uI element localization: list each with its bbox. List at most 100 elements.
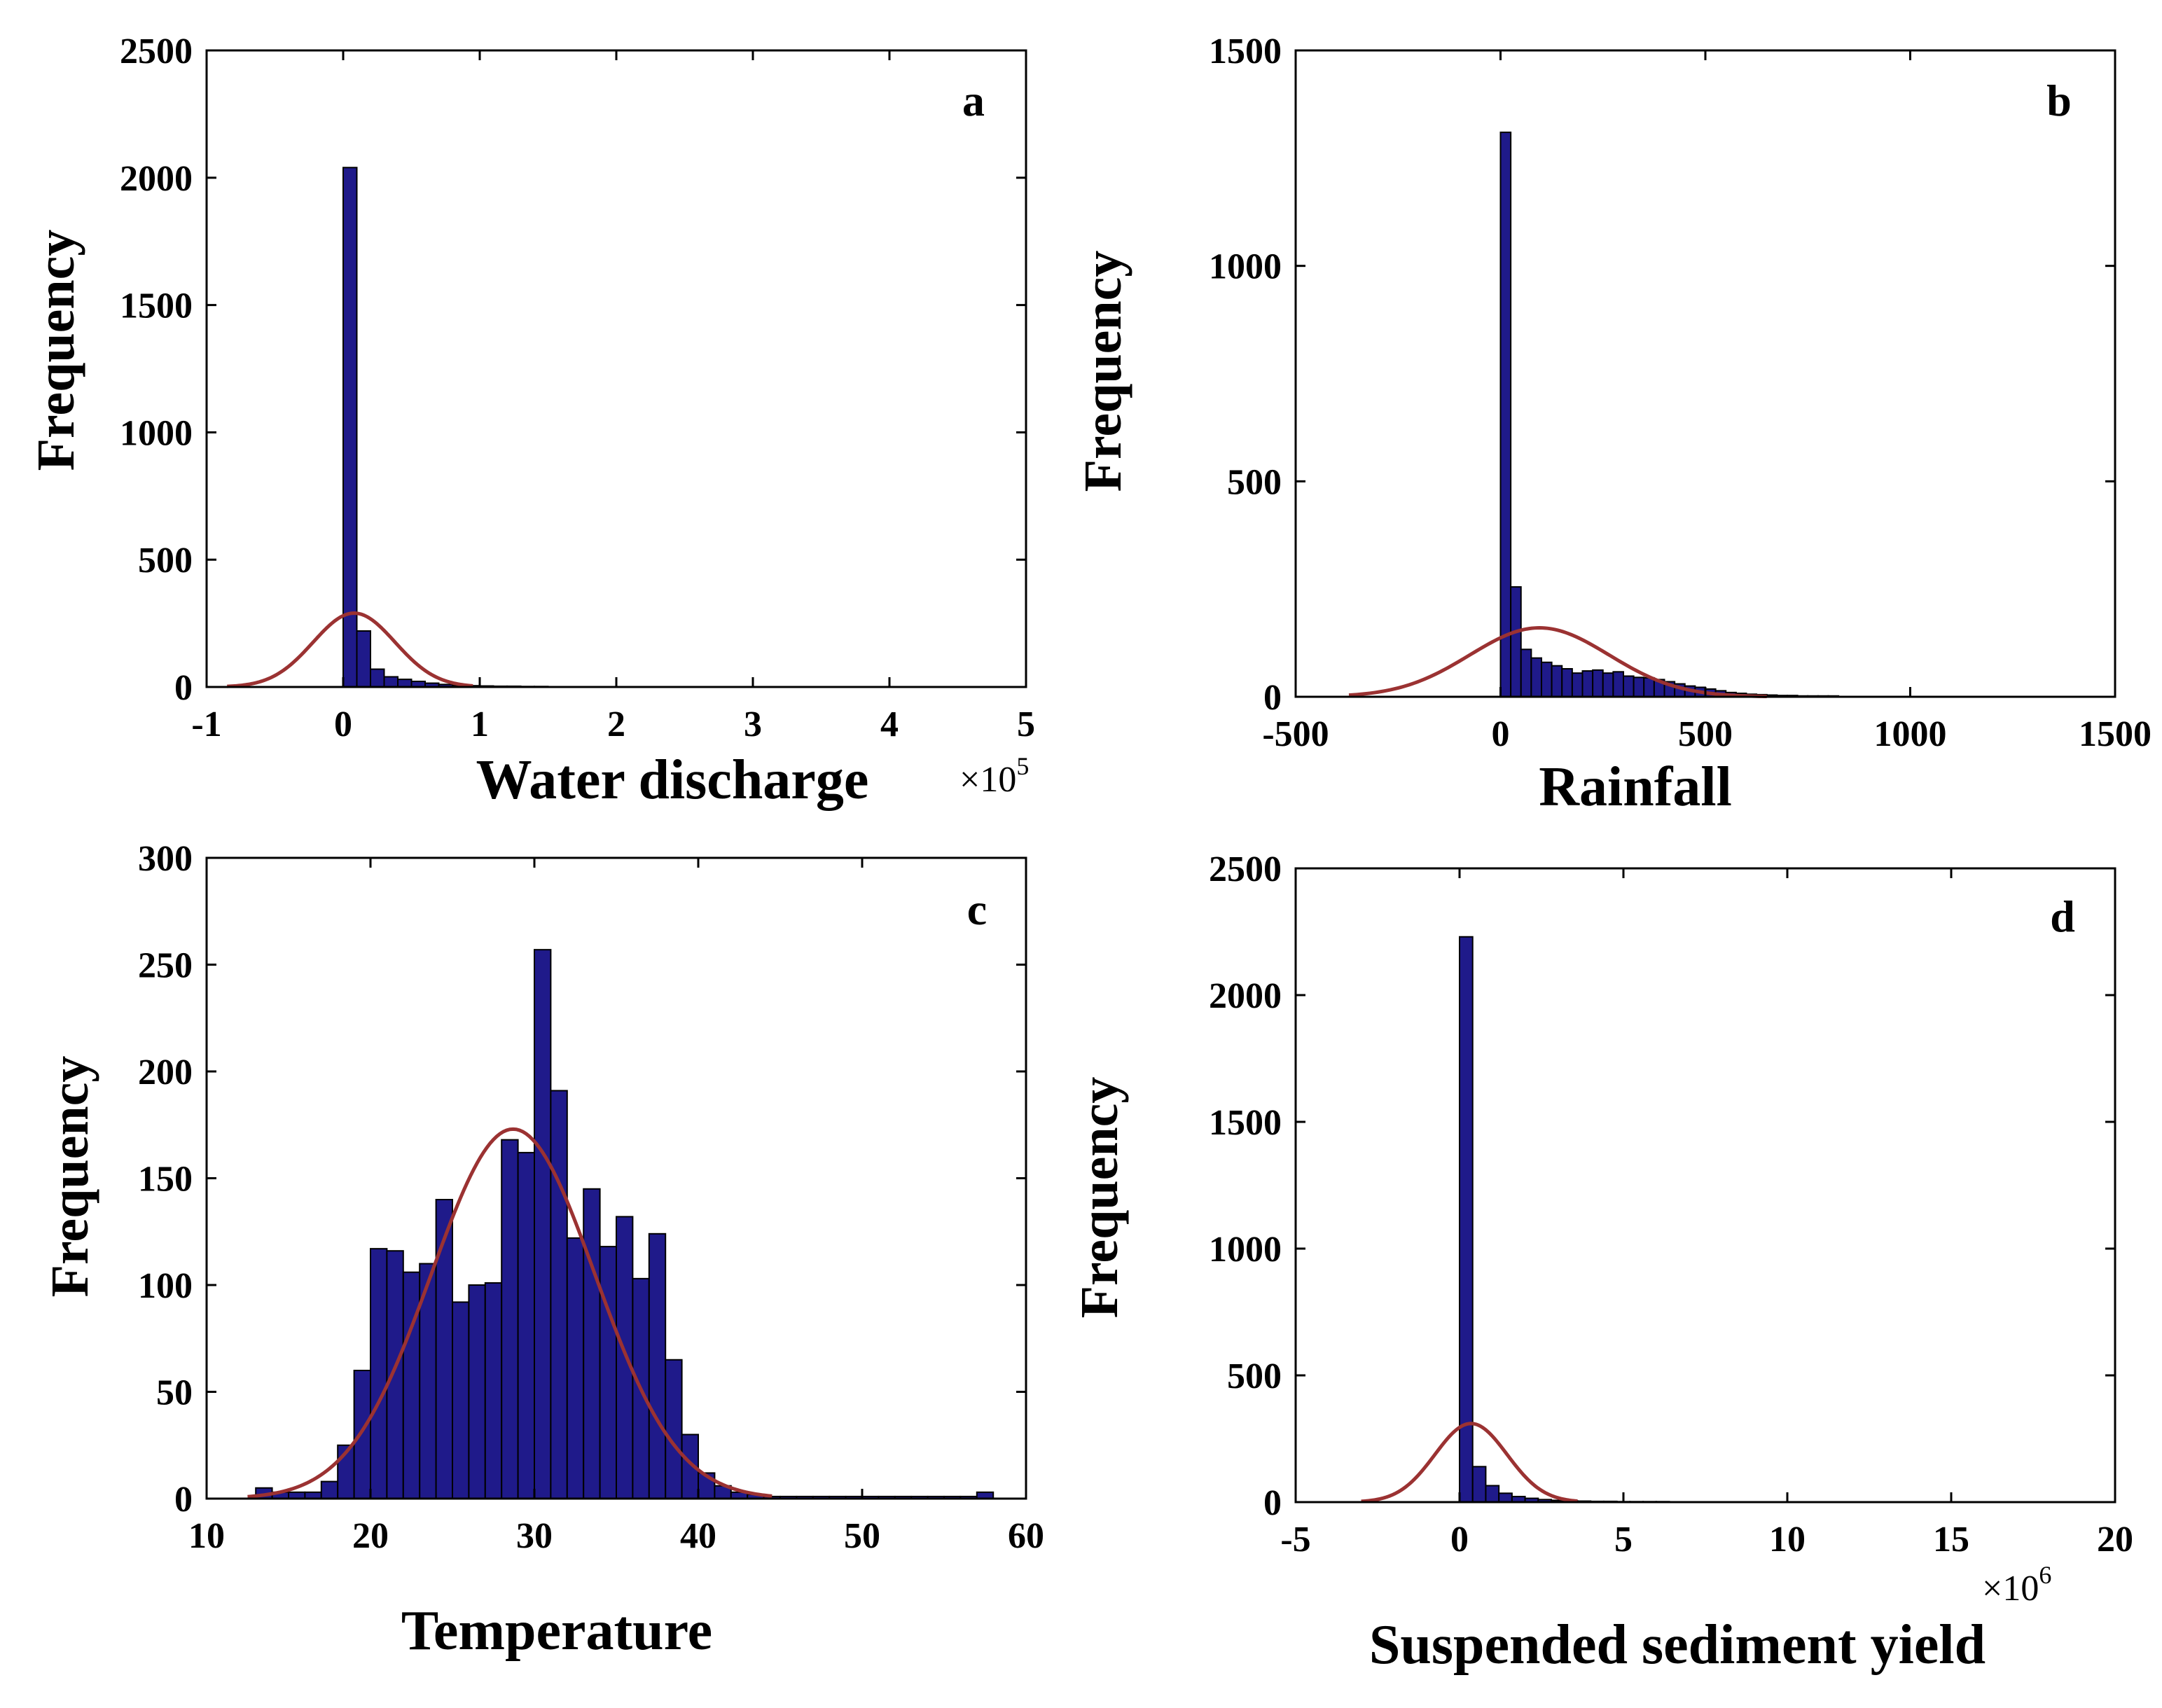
x-tick-label: 10 [188, 1516, 225, 1556]
y-tick-label: 1500 [1209, 1103, 1282, 1143]
histogram-bar [665, 1359, 683, 1499]
x-tick-label: -1 [191, 704, 221, 744]
y-tick-label: 1000 [1209, 1230, 1282, 1270]
x-tick-label: 1 [471, 704, 489, 744]
x-tick-label: 0 [334, 704, 352, 744]
plot-frame [1294, 867, 2116, 1504]
y-tick-label: 500 [1227, 1356, 1282, 1396]
x-axis-title: Water discharge [476, 749, 869, 811]
normal-fit-curve [247, 1127, 772, 1499]
histogram-bar [1541, 661, 1553, 697]
x-axis-title: Temperature [401, 1600, 712, 1662]
x-tick-label: 2 [607, 704, 625, 744]
histogram-bar [1623, 675, 1635, 697]
x-tick-label: 1000 [1874, 714, 1947, 754]
y-tick-label: 500 [1227, 462, 1282, 502]
histogram-bar [1581, 670, 1594, 698]
panel-letter: c [967, 884, 987, 934]
y-tick-label: 1500 [1209, 32, 1282, 71]
y-tick-label: 0 [174, 1480, 193, 1520]
x-tick-label: 60 [1008, 1516, 1044, 1556]
x-tick-label: 0 [1450, 1520, 1469, 1560]
x-tick-label: 5 [1614, 1520, 1633, 1560]
histogram-bar [1643, 676, 1655, 698]
y-tick-label: 1000 [1209, 247, 1282, 287]
y-tick-label: 50 [156, 1373, 193, 1413]
histogram-bar [1592, 669, 1604, 697]
y-tick-label: 1000 [120, 413, 193, 453]
normal-fit-curve [1348, 626, 1767, 699]
x-tick-label: -500 [1262, 714, 1329, 754]
panel-d: -5 0 5 10 15 2005001000150020002500dSuspended… [1070, 849, 2133, 1676]
histogram-bar [1633, 676, 1645, 697]
histogram-bar [397, 679, 413, 688]
panel-letter: d [2050, 891, 2075, 941]
histogram-bar [386, 1250, 404, 1499]
x-tick-label: 20 [2097, 1520, 2133, 1560]
histogram-bar [566, 1237, 585, 1500]
histogram-bar [1499, 131, 1512, 697]
histogram-bar [1551, 665, 1563, 697]
y-tick-label: 2000 [120, 159, 193, 199]
x-tick-label: 4 [880, 704, 899, 744]
histogram-bar [320, 1480, 339, 1500]
histogram-bar [1485, 1485, 1500, 1503]
x-multiplier-exponent: 5 [1016, 752, 1029, 780]
y-tick-label: 150 [138, 1160, 193, 1200]
histogram-bar [353, 1370, 372, 1499]
histogram-bar [501, 1139, 519, 1499]
histogram-bar [1498, 1492, 1513, 1504]
y-tick-label: 1500 [120, 286, 193, 326]
histogram-bar [550, 1090, 568, 1499]
panel-letter: a [962, 76, 985, 125]
x-tick-label: -5 [1280, 1520, 1310, 1560]
histogram-bar [402, 1271, 421, 1499]
histogram-bar [484, 1282, 503, 1499]
x-axis-title: Rainfall [1539, 756, 1732, 818]
y-tick-label: 2000 [1209, 976, 1282, 1016]
y-tick-label: 0 [1263, 678, 1282, 718]
histogram-bar [468, 1284, 486, 1499]
histogram-bar [342, 167, 358, 688]
panel-b: -500 0 500 1000 1500050010001500bRainfallFre… [1074, 32, 2151, 818]
y-tick-label: 200 [138, 1053, 193, 1092]
panel-c: 10 20 30 40 50 60 0 50 100 150 200 250 300 c Temperatu… [41, 839, 1044, 1662]
histogram-bar [648, 1233, 667, 1500]
histogram-bar [599, 1246, 617, 1499]
histogram-bar [1459, 936, 1474, 1503]
x-tick-label: 40 [680, 1516, 716, 1556]
histogram-bar [616, 1216, 634, 1500]
x-multiplier-exponent: 6 [2039, 1561, 2051, 1589]
x-tick-label: 50 [844, 1516, 880, 1556]
y-tick-label: 2500 [1209, 849, 1282, 889]
normal-fit-curve [1361, 1422, 1578, 1504]
y-axis-title: Frequency [41, 1056, 99, 1298]
histogram-bar [534, 949, 552, 1499]
x-tick-label: 0 [1492, 714, 1510, 754]
histogram-bar [452, 1301, 470, 1500]
x-tick-label: 30 [516, 1516, 553, 1556]
y-tick-label: 500 [138, 541, 193, 581]
y-tick-label: 0 [1263, 1483, 1282, 1523]
histogram-bar [383, 676, 399, 688]
histogram-bar [1571, 672, 1584, 698]
y-tick-label: 300 [138, 839, 193, 879]
y-tick-label: 0 [174, 668, 193, 708]
x-tick-label: 5 [1017, 704, 1035, 744]
x-tick-label: 10 [1769, 1520, 1806, 1560]
histogram-bar [435, 1199, 453, 1499]
y-tick-label: 250 [138, 946, 193, 986]
y-axis-title: Frequency [27, 230, 85, 471]
histogram-bar [517, 1151, 535, 1500]
histogram-bar [1602, 672, 1614, 698]
histogram-bar [356, 630, 371, 688]
panel-letter: b [2046, 76, 2072, 125]
histogram-bar [1471, 1466, 1487, 1504]
histogram-bar [370, 1248, 388, 1500]
y-axis-title: Frequency [1070, 1077, 1129, 1319]
histogram-bar [583, 1188, 601, 1499]
y-axis-title: Frequency [1074, 251, 1132, 492]
histogram-bar [370, 668, 385, 688]
